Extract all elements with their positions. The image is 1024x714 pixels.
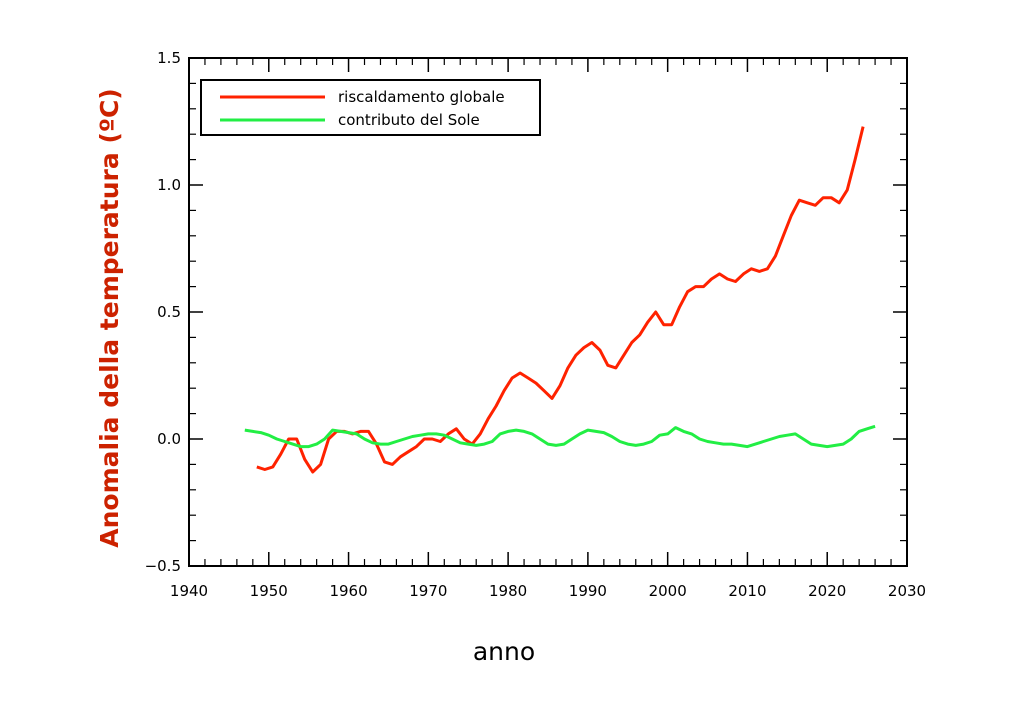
x-tick-label: 2010: [728, 582, 766, 600]
x-tick-label: 1970: [409, 582, 447, 600]
legend-label: contributo del Sole: [338, 111, 480, 129]
y-tick-label: 0.5: [157, 303, 181, 321]
series-line-1: [256, 126, 865, 474]
legend-box: [200, 79, 541, 136]
x-tick-label: 2000: [649, 582, 687, 600]
x-tick-label: 1980: [489, 582, 527, 600]
y-tick-label: 1.5: [157, 49, 181, 67]
y-tick-label: 0.0: [157, 430, 181, 448]
y-tick-label: −0.5: [145, 557, 181, 575]
y-axis-title: Anomalia della temperatura (ºC): [95, 88, 124, 547]
series-lines: [244, 126, 876, 474]
legend-label: riscaldamento globale: [338, 88, 505, 106]
x-tick-label: 2020: [808, 582, 846, 600]
x-tick-label: 1990: [569, 582, 607, 600]
x-tick-label: 1960: [329, 582, 367, 600]
series-line-2: [244, 424, 876, 449]
x-tick-label: 1950: [250, 582, 288, 600]
x-axis-title: anno: [473, 637, 535, 666]
legend: riscaldamento globale contributo del Sole: [200, 79, 541, 136]
x-tick-label: 2030: [888, 582, 926, 600]
y-tick-label: 1.0: [157, 176, 181, 194]
axes: 1940 1950 1960 1970 1980 1990 2000 2010 2020 2030…: [145, 49, 927, 600]
x-tick-label: 1940: [170, 582, 208, 600]
